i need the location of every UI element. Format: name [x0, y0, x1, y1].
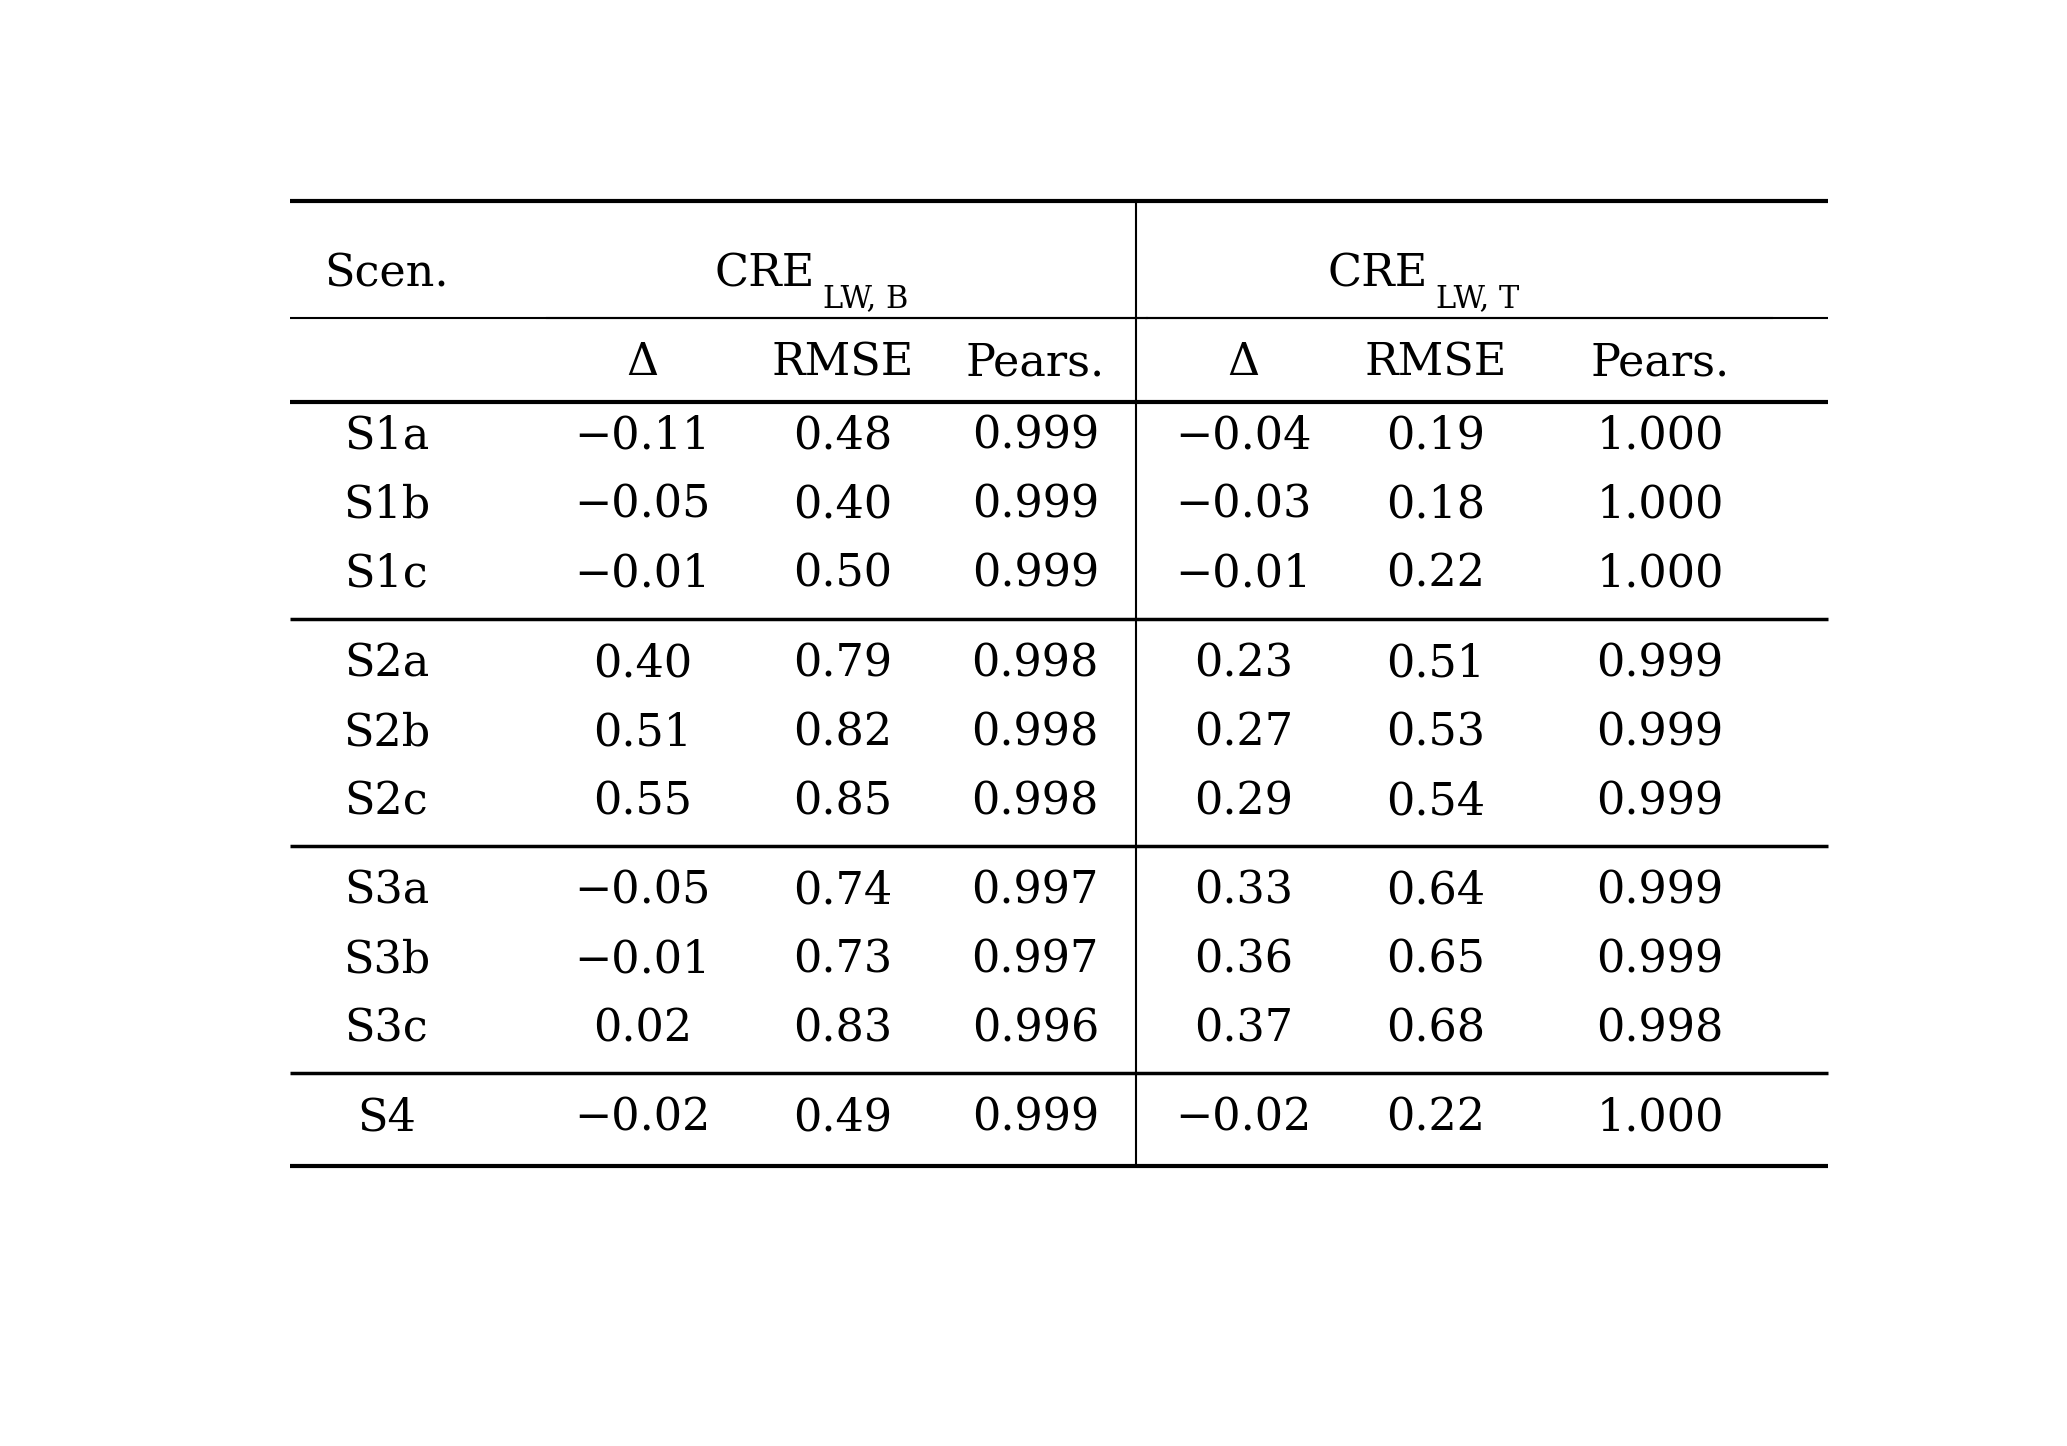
Text: 0.999: 0.999 — [971, 415, 1100, 458]
Text: 0.999: 0.999 — [971, 1096, 1100, 1139]
Text: 0.998: 0.998 — [971, 779, 1100, 823]
Text: 0.997: 0.997 — [971, 938, 1100, 982]
Text: 0.36: 0.36 — [1195, 938, 1294, 982]
Text: −0.02: −0.02 — [1176, 1096, 1313, 1139]
Text: −0.01: −0.01 — [1176, 552, 1313, 596]
Text: S1c: S1c — [345, 552, 428, 596]
Text: 0.997: 0.997 — [971, 869, 1100, 912]
Text: 0.40: 0.40 — [794, 484, 893, 526]
Text: 0.79: 0.79 — [794, 642, 893, 685]
Text: LW, T: LW, T — [1437, 283, 1519, 314]
Text: 0.54: 0.54 — [1387, 779, 1486, 823]
Text: RMSE: RMSE — [771, 341, 914, 385]
Text: S2c: S2c — [345, 779, 428, 823]
Text: 0.74: 0.74 — [794, 869, 893, 912]
Text: 0.85: 0.85 — [794, 779, 893, 823]
Text: 0.51: 0.51 — [1387, 642, 1486, 685]
Text: Pears.: Pears. — [1590, 341, 1730, 385]
Text: 1.000: 1.000 — [1596, 552, 1724, 596]
Text: Δ: Δ — [1228, 341, 1259, 385]
Text: 0.51: 0.51 — [593, 711, 692, 753]
Text: 0.999: 0.999 — [971, 552, 1100, 596]
Text: S3a: S3a — [343, 869, 430, 912]
Text: 0.999: 0.999 — [1596, 938, 1724, 982]
Text: 0.999: 0.999 — [1596, 711, 1724, 753]
Text: 0.55: 0.55 — [593, 779, 692, 823]
Text: 0.68: 0.68 — [1387, 1006, 1486, 1050]
Text: −0.05: −0.05 — [575, 484, 711, 526]
Text: Δ: Δ — [626, 341, 659, 385]
Text: S3c: S3c — [345, 1006, 428, 1050]
Text: 0.998: 0.998 — [971, 642, 1100, 685]
Text: Scen.: Scen. — [325, 252, 449, 295]
Text: 0.999: 0.999 — [1596, 869, 1724, 912]
Text: 0.40: 0.40 — [593, 642, 692, 685]
Text: 0.998: 0.998 — [971, 711, 1100, 753]
Text: S3b: S3b — [343, 938, 430, 982]
Text: S1a: S1a — [343, 415, 430, 458]
Text: 0.29: 0.29 — [1195, 779, 1294, 823]
Text: −0.11: −0.11 — [575, 415, 711, 458]
Text: CRE: CRE — [1327, 252, 1428, 295]
Text: LW, B: LW, B — [823, 283, 907, 314]
Text: 0.83: 0.83 — [794, 1006, 893, 1050]
Text: RMSE: RMSE — [1364, 341, 1507, 385]
Text: 0.22: 0.22 — [1387, 552, 1486, 596]
Text: 0.18: 0.18 — [1387, 484, 1486, 526]
Text: 0.73: 0.73 — [794, 938, 893, 982]
Text: 1.000: 1.000 — [1596, 1096, 1724, 1139]
Text: 0.82: 0.82 — [794, 711, 893, 753]
Text: −0.05: −0.05 — [575, 869, 711, 912]
Text: S2a: S2a — [343, 642, 430, 685]
Text: 0.48: 0.48 — [794, 415, 893, 458]
Text: 0.53: 0.53 — [1387, 711, 1486, 753]
Text: S2b: S2b — [343, 711, 430, 753]
Text: 0.23: 0.23 — [1195, 642, 1294, 685]
Text: 1.000: 1.000 — [1596, 484, 1724, 526]
Text: 0.998: 0.998 — [1596, 1006, 1724, 1050]
Text: 0.999: 0.999 — [1596, 779, 1724, 823]
Text: 0.27: 0.27 — [1195, 711, 1294, 753]
Text: 0.999: 0.999 — [1596, 642, 1724, 685]
Text: Pears.: Pears. — [965, 341, 1106, 385]
Text: 0.49: 0.49 — [794, 1096, 893, 1139]
Text: CRE: CRE — [715, 252, 814, 295]
Text: 0.02: 0.02 — [593, 1006, 692, 1050]
Text: 0.996: 0.996 — [971, 1006, 1100, 1050]
Text: 0.64: 0.64 — [1387, 869, 1486, 912]
Text: 0.37: 0.37 — [1195, 1006, 1294, 1050]
Text: 0.65: 0.65 — [1387, 938, 1486, 982]
Text: −0.04: −0.04 — [1176, 415, 1313, 458]
Text: S1b: S1b — [343, 484, 430, 526]
Text: 0.33: 0.33 — [1195, 869, 1294, 912]
Text: 0.22: 0.22 — [1387, 1096, 1486, 1139]
Text: 0.50: 0.50 — [794, 552, 893, 596]
Text: 0.999: 0.999 — [971, 484, 1100, 526]
Text: 0.19: 0.19 — [1387, 415, 1486, 458]
Text: −0.01: −0.01 — [575, 938, 711, 982]
Text: 1.000: 1.000 — [1596, 415, 1724, 458]
Text: −0.03: −0.03 — [1176, 484, 1313, 526]
Text: S4: S4 — [358, 1096, 415, 1139]
Text: −0.02: −0.02 — [575, 1096, 711, 1139]
Text: −0.01: −0.01 — [575, 552, 711, 596]
